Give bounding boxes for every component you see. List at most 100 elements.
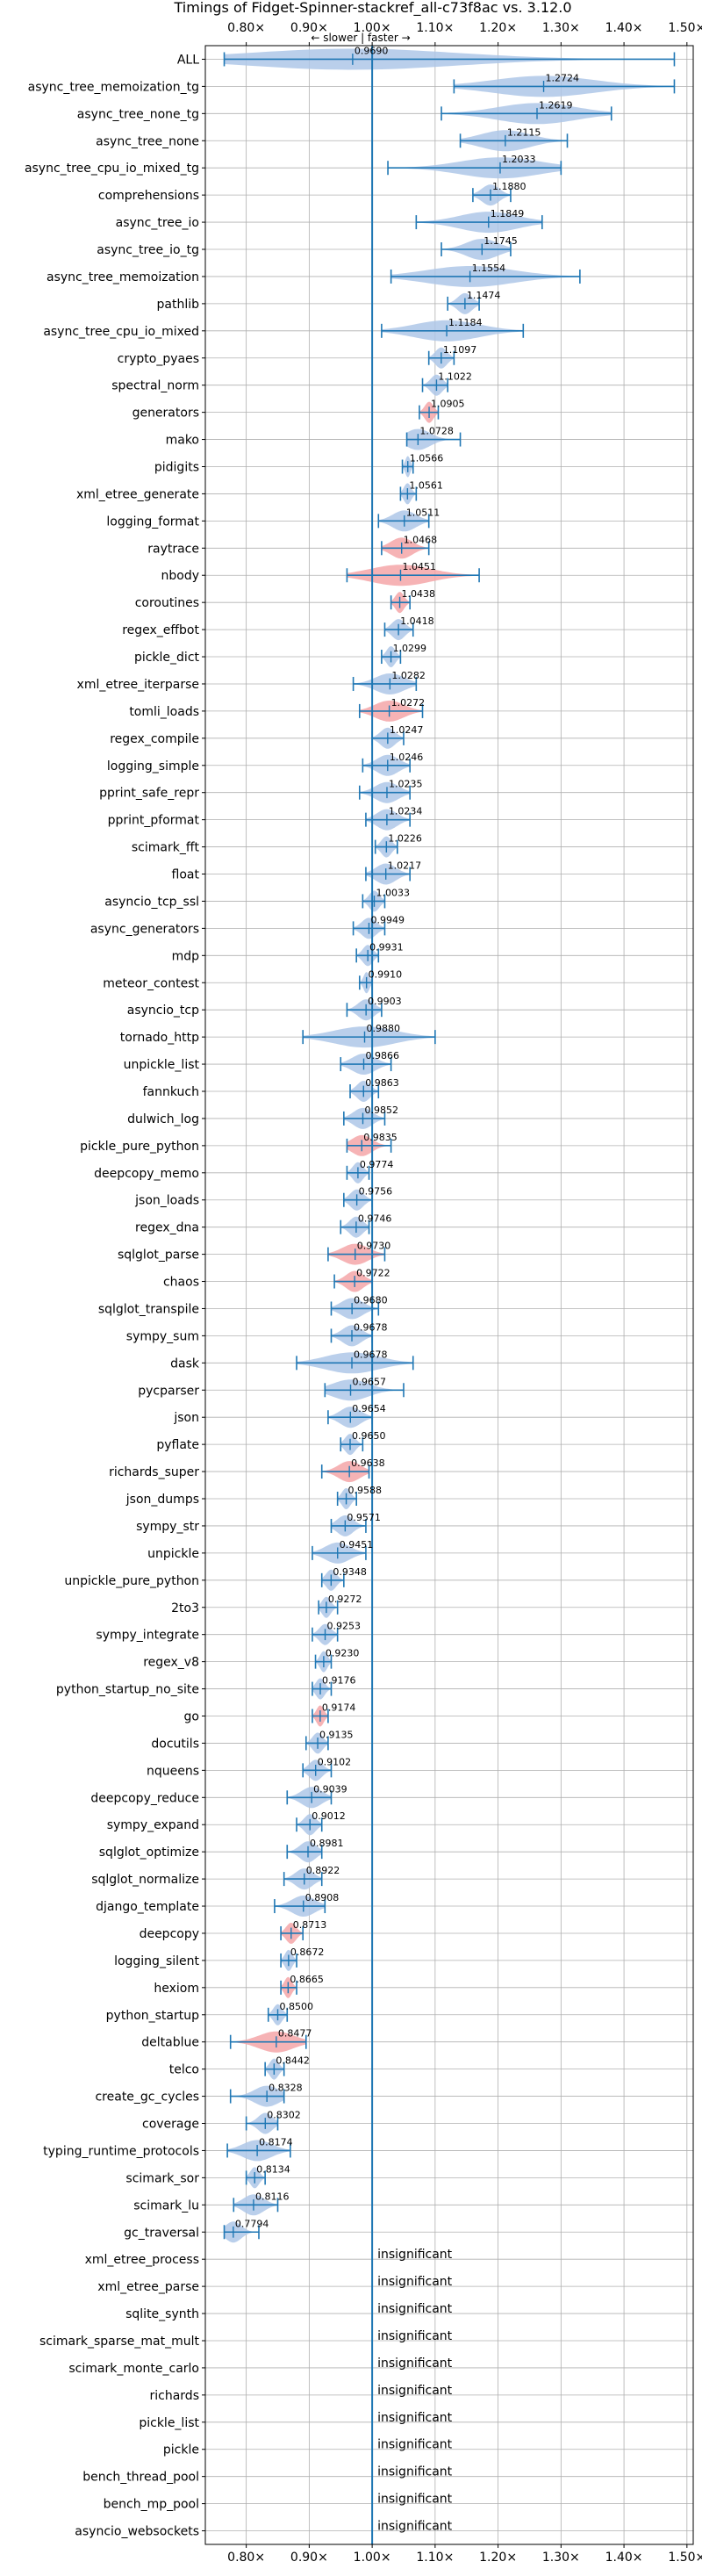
insignificant-label: insignificant bbox=[377, 2329, 453, 2343]
median-value-label: 0.9931 bbox=[369, 941, 404, 953]
x-tick-label-top: 1.20× bbox=[479, 21, 517, 35]
benchmark-label: hexiom bbox=[154, 1982, 199, 1996]
benchmark-label: fannkuch bbox=[143, 1085, 199, 1099]
x-tick-label-bottom: 1.50× bbox=[668, 2551, 702, 2565]
insignificant-label: insignificant bbox=[377, 2302, 453, 2316]
benchmark-label: mdp bbox=[172, 949, 200, 963]
median-value-label: 1.2115 bbox=[507, 126, 541, 138]
benchmark-label: python_startup_no_site bbox=[56, 1683, 199, 1697]
x-tick-label-top: 1.10× bbox=[416, 21, 454, 35]
median-value-label: 1.2619 bbox=[539, 99, 573, 111]
benchmark-label: float bbox=[172, 868, 200, 882]
median-value-label: 0.9774 bbox=[360, 1159, 394, 1170]
median-value-label: 1.2724 bbox=[546, 72, 580, 83]
benchmark-label: deepcopy_memo bbox=[94, 1167, 199, 1181]
median-value-label: 1.0226 bbox=[388, 833, 422, 845]
median-value-label: 0.9174 bbox=[322, 1702, 356, 1713]
benchmark-label: pickle_list bbox=[139, 2416, 199, 2430]
median-value-label: 0.9650 bbox=[352, 1430, 386, 1442]
median-value-label: 1.0246 bbox=[390, 752, 424, 763]
median-value-label: 1.2033 bbox=[502, 154, 536, 165]
x-tick-label-top: 0.90× bbox=[290, 21, 328, 35]
median-value-label: 0.9451 bbox=[340, 1539, 374, 1551]
benchmark-label: json_dumps bbox=[125, 1493, 199, 1507]
median-value-label: 1.0247 bbox=[390, 724, 424, 736]
median-value-label: 1.0217 bbox=[388, 860, 422, 872]
benchmark-label: comprehensions bbox=[98, 189, 199, 203]
insignificant-label: insignificant bbox=[377, 2520, 453, 2534]
median-value-label: 0.9880 bbox=[367, 1023, 401, 1034]
median-value-label: 0.9835 bbox=[363, 1132, 398, 1143]
benchmark-label: unpickle_list bbox=[124, 1058, 200, 1072]
benchmark-label: async_tree_cpu_io_mixed bbox=[43, 325, 199, 339]
benchmark-label: meteor_contest bbox=[103, 976, 199, 990]
median-value-label: 0.9657 bbox=[353, 1376, 387, 1387]
insignificant-label: insignificant bbox=[377, 2248, 453, 2262]
median-value-label: 0.9949 bbox=[370, 914, 405, 925]
median-value-label: 1.0033 bbox=[376, 887, 410, 898]
benchmark-label: regex_compile bbox=[110, 732, 199, 746]
insignificant-label: insignificant bbox=[377, 2384, 453, 2398]
benchmark-label: logging_silent bbox=[114, 1954, 199, 1968]
median-value-label: 0.9253 bbox=[327, 1621, 362, 1632]
benchmark-label: async_tree_cpu_io_mixed_tg bbox=[25, 162, 199, 176]
median-value-label: 0.9903 bbox=[368, 996, 402, 1007]
benchmark-label: pprint_safe_repr bbox=[99, 787, 199, 801]
benchmark-label: sympy_expand bbox=[107, 1818, 199, 1832]
benchmark-label: xml_etree_parse bbox=[97, 2280, 199, 2294]
benchmark-label: scimark_sor bbox=[125, 2171, 199, 2185]
benchmark-label: sympy_integrate bbox=[96, 1629, 199, 1643]
benchmark-label: deltablue bbox=[141, 2036, 199, 2050]
median-value-label: 0.9135 bbox=[319, 1729, 354, 1740]
benchmark-label: async_tree_io bbox=[116, 216, 199, 230]
x-tick-label-top: 1.30× bbox=[542, 21, 580, 35]
median-value-label: 0.9746 bbox=[358, 1213, 392, 1225]
benchmark-label: scimark_monte_carlo bbox=[68, 2362, 199, 2376]
median-value-label: 1.0438 bbox=[402, 588, 436, 600]
x-tick-label-top: 0.80× bbox=[227, 21, 265, 35]
insignificant-label: insignificant bbox=[377, 2493, 453, 2507]
benchmark-label: scimark_sparse_mat_mult bbox=[39, 2335, 199, 2349]
median-value-label: 1.1022 bbox=[438, 371, 472, 383]
median-value-label: 0.8665 bbox=[290, 1974, 324, 1985]
benchmark-label: python_startup bbox=[106, 2009, 199, 2023]
benchmark-label: mako bbox=[166, 434, 199, 448]
benchmark-label: scimark_lu bbox=[133, 2198, 199, 2213]
benchmark-label: generators bbox=[133, 407, 199, 421]
benchmark-label: async_tree_memoization_tg bbox=[28, 80, 199, 94]
benchmark-label: json bbox=[173, 1411, 199, 1425]
benchmark-label: pickle bbox=[163, 2443, 199, 2457]
median-value-label: 0.9910 bbox=[369, 968, 403, 980]
median-value-label: 0.8713 bbox=[293, 1919, 327, 1931]
insignificant-label: insignificant bbox=[377, 2411, 453, 2425]
benchmark-label: pickle_pure_python bbox=[80, 1140, 199, 1154]
benchmark-label: go bbox=[184, 1709, 199, 1723]
median-value-label: 0.9039 bbox=[313, 1783, 347, 1795]
benchmark-label: raytrace bbox=[147, 542, 199, 556]
median-value-label: 0.9678 bbox=[354, 1321, 388, 1333]
median-value-label: 1.1097 bbox=[443, 344, 476, 356]
benchmark-label: chaos bbox=[163, 1276, 199, 1290]
benchmark-label: spectral_norm bbox=[111, 379, 199, 393]
median-value-label: 1.0566 bbox=[410, 452, 444, 464]
benchmark-label: nbody bbox=[161, 569, 200, 583]
benchmark-label: unpickle_pure_python bbox=[64, 1574, 199, 1588]
median-value-label: 1.0235 bbox=[389, 779, 423, 790]
insignificant-label: insignificant bbox=[377, 2275, 453, 2289]
median-value-label: 1.1745 bbox=[484, 235, 518, 247]
benchmark-label: scimark_fft bbox=[132, 841, 200, 855]
benchmark-label: async_tree_none_tg bbox=[77, 107, 199, 121]
median-value-label: 0.9348 bbox=[333, 1566, 367, 1578]
median-value-label: 0.9012 bbox=[312, 1810, 346, 1822]
benchmark-label: regex_effbot bbox=[122, 623, 199, 637]
benchmark-label: pyflate bbox=[156, 1438, 199, 1452]
median-value-label: 1.0418 bbox=[400, 615, 434, 627]
median-value-label: 0.9588 bbox=[348, 1485, 383, 1496]
median-value-label: 0.9863 bbox=[365, 1077, 399, 1089]
benchmark-label: nqueens bbox=[147, 1764, 199, 1778]
median-value-label: 0.9230 bbox=[326, 1648, 360, 1659]
benchmark-label: pidigits bbox=[154, 460, 199, 474]
median-value-label: 0.9638 bbox=[351, 1457, 385, 1469]
median-value-label: 0.9852 bbox=[364, 1105, 398, 1116]
benchmark-label: xml_etree_generate bbox=[76, 487, 199, 501]
